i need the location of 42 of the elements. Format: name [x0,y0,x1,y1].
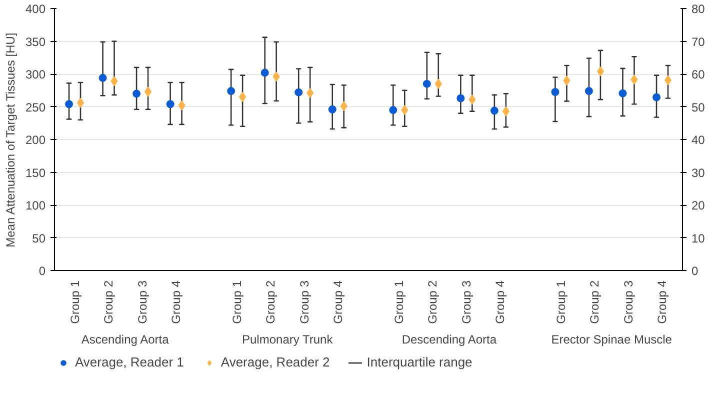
x-tick-label: Group 3 [621,280,636,324]
x-tick-label: Group 1 [230,280,244,324]
y-tick-label: 250 [25,100,46,114]
y-tick-label: 150 [25,166,46,180]
y-tick-label: 400 [25,2,46,16]
y-tick-label: 200 [25,133,46,147]
text: Erector Spinae Muscle [551,332,672,346]
x-tick-label: Group 2 [588,280,602,324]
text: Descending Aorta [402,332,497,346]
y-tick-label: 50 [32,231,46,246]
x-tick-label: Group 2 [102,280,116,324]
text: Ascending Aorta [81,332,170,346]
y2-tick-label: 80 [692,2,706,16]
x-tick-label: Group 1 [554,280,568,324]
y2-tick-label: 50 [692,100,706,114]
y2-tick-label: 10 [692,231,706,246]
x-tick-label: Group 1 [68,280,82,324]
x-tick-label: Group 4 [655,280,670,324]
text: Interquartile range [366,354,472,370]
y-tick-label: 300 [25,68,46,82]
y-tick-label: 350 [25,34,46,49]
x-tick-label: Group 1 [392,280,406,324]
y2-tick-label: 60 [692,68,706,82]
y-tick-label: 0 [38,264,46,278]
text: Pulmonary Trunk [242,332,334,346]
y2-tick-label: 70 [692,34,706,49]
legend-label: Average, Reader 2 [220,354,330,370]
x-tick-label: Group 3 [297,280,312,324]
x-tick-label: Group 3 [459,280,474,324]
x-tick-label: Group 4 [169,280,184,324]
x-tick-label: Group 4 [331,280,346,324]
x-tick-label: Group 4 [493,280,508,324]
legend-label: Average, Reader 1 [75,354,184,370]
x-tick-label: Group 3 [135,280,150,324]
y2-tick-label: 40 [692,133,706,147]
x-tick-label: Group 2 [426,280,440,324]
y2-tick-label: 20 [692,198,706,212]
x-tick-label: Group 2 [264,280,278,324]
y2-tick-label: 0 [692,264,698,278]
y-axis-title: Mean Attenuation of Target Tissues [HU] [3,32,18,248]
y-tick-label: 100 [25,198,46,212]
y2-tick-label: 30 [692,166,706,180]
